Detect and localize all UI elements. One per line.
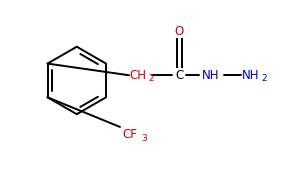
Text: 3: 3 — [141, 134, 147, 143]
Text: NH: NH — [202, 69, 219, 82]
Text: 2: 2 — [262, 74, 267, 83]
Text: O: O — [175, 25, 184, 38]
Text: NH: NH — [242, 69, 259, 82]
Text: 2: 2 — [148, 74, 154, 83]
Text: CH: CH — [129, 69, 147, 82]
Text: C: C — [175, 69, 183, 82]
Text: CF: CF — [123, 128, 137, 142]
